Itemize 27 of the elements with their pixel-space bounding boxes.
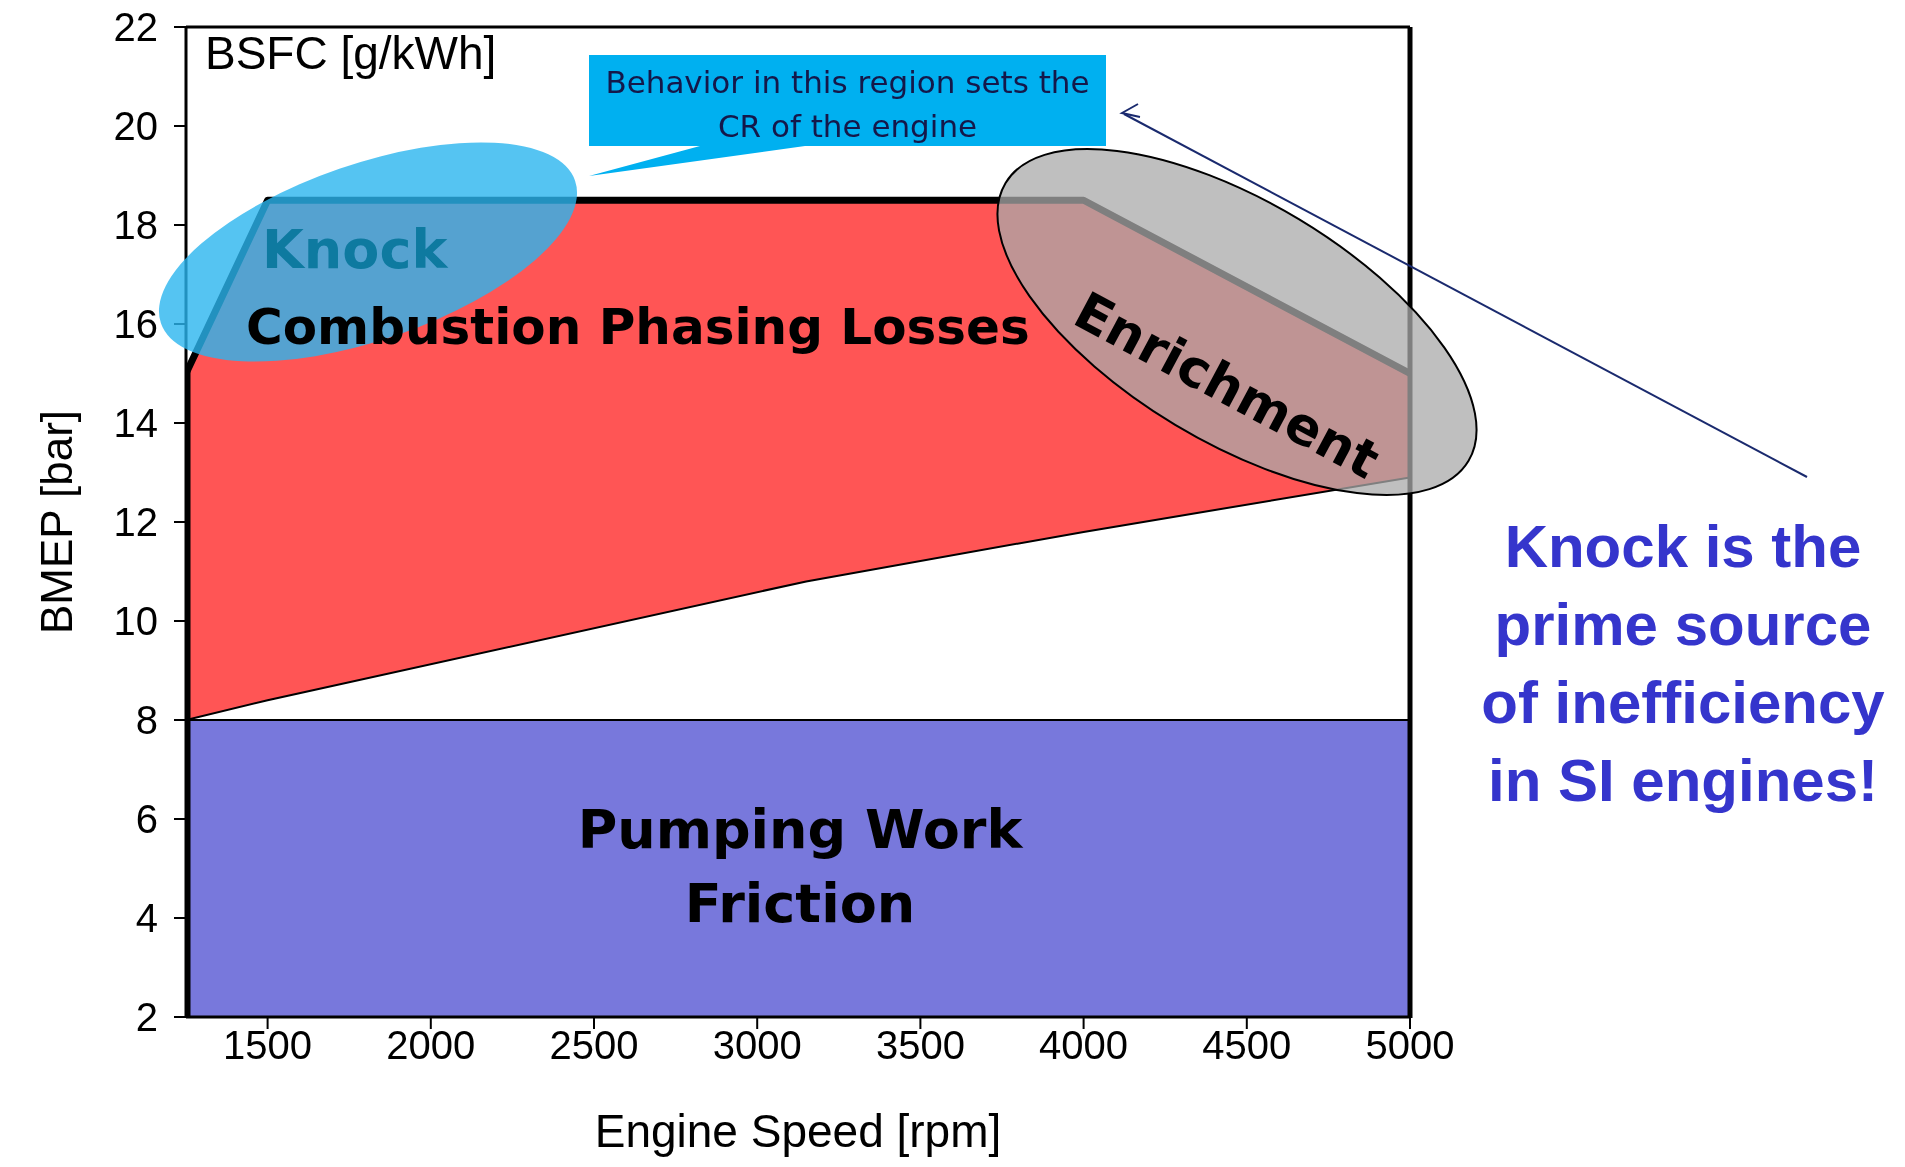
y-tick-label: 6 xyxy=(135,797,158,842)
y-tick-label: 20 xyxy=(113,104,158,149)
text: Knock is the prime source of inefficiency in SI engines! xyxy=(1480,512,1886,816)
x-tick-label: 4500 xyxy=(1202,1023,1292,1068)
y-tick-label: 12 xyxy=(113,500,158,545)
y-axis-title: BMEP [bar] xyxy=(31,409,81,635)
annotation: Knock xyxy=(262,218,448,281)
y-tick-label: 10 xyxy=(113,599,158,644)
y-tick-label: 18 xyxy=(113,203,158,248)
annotation: Friction xyxy=(683,872,917,935)
x-tick-label: 2000 xyxy=(386,1023,476,1068)
x-tick-label: 1500 xyxy=(223,1023,313,1068)
y-tick-label: 4 xyxy=(135,896,158,941)
x-axis-title: Engine Speed [rpm] xyxy=(594,1105,1002,1157)
y-tick-label: 2 xyxy=(135,995,158,1040)
y-tick-label: 14 xyxy=(113,401,158,446)
annotation: Behavior in this region sets the CR of the engine xyxy=(604,63,1091,146)
annotation: BSFC [g/kWh] xyxy=(205,27,497,79)
x-tick-label: 2500 xyxy=(549,1023,639,1068)
annotation: Pumping Work xyxy=(576,798,1024,861)
x-tick-label: 4000 xyxy=(1039,1023,1129,1068)
y-tick-label: 8 xyxy=(135,698,158,743)
x-tick-label: 3500 xyxy=(875,1023,965,1068)
x-tick-label: 5000 xyxy=(1365,1023,1455,1068)
y-tick-label: 22 xyxy=(113,5,158,50)
y-tick-label: 16 xyxy=(113,302,158,347)
x-tick-label: 3000 xyxy=(712,1023,802,1068)
